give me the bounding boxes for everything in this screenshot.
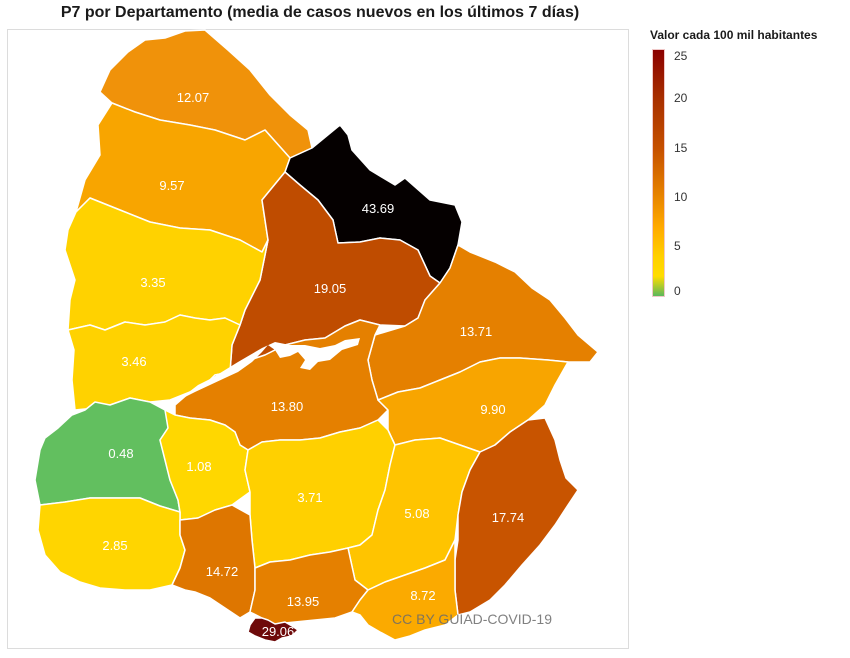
region-label: 5.08 bbox=[404, 506, 429, 521]
region-label: 12.07 bbox=[177, 90, 210, 105]
region-label: 13.80 bbox=[271, 399, 304, 414]
region-montevideo[interactable] bbox=[247, 617, 299, 643]
legend-title: Valor cada 100 mil habitantes bbox=[650, 28, 818, 42]
legend-tick: 15 bbox=[674, 141, 688, 155]
map-frame bbox=[7, 29, 629, 649]
region-label: 19.05 bbox=[314, 281, 347, 296]
region-san-jose[interactable] bbox=[171, 504, 256, 619]
region-label: 8.72 bbox=[410, 588, 435, 603]
legend-tick: 25 bbox=[674, 49, 688, 63]
legend-tick: 5 bbox=[674, 239, 681, 253]
region-label: 17.74 bbox=[492, 510, 525, 525]
legend-tick: 0 bbox=[674, 284, 681, 298]
region-rocha[interactable] bbox=[454, 417, 579, 616]
chart-title: P7 por Departamento (media de casos nuev… bbox=[60, 4, 580, 21]
legend-tick: 20 bbox=[674, 91, 688, 105]
region-label: 9.90 bbox=[480, 402, 505, 417]
region-label: 14.72 bbox=[206, 564, 239, 579]
region-maldonado[interactable] bbox=[351, 539, 459, 641]
region-label: 1.08 bbox=[186, 459, 211, 474]
region-label: 9.57 bbox=[159, 178, 184, 193]
region-label: 3.71 bbox=[297, 490, 322, 505]
region-label: 29.06 bbox=[262, 624, 295, 639]
region-label: 2.85 bbox=[102, 538, 127, 553]
region-label: 3.46 bbox=[121, 354, 146, 369]
legend-tick: 10 bbox=[674, 190, 688, 204]
region-label: 3.35 bbox=[140, 275, 165, 290]
region-label: 13.95 bbox=[287, 594, 320, 609]
region-label: 0.48 bbox=[108, 446, 133, 461]
reservoir-lake bbox=[175, 338, 360, 402]
region-label: 13.71 bbox=[460, 324, 493, 339]
credit-watermark: CC BY GUIAD-COVID-19 bbox=[392, 611, 552, 627]
region-label: 43.69 bbox=[362, 201, 395, 216]
legend-color-bar bbox=[652, 49, 665, 297]
uruguay-choropleth-map: 12.07 9.57 43.69 19.05 3.35 3.46 13.71 1… bbox=[34, 29, 599, 643]
